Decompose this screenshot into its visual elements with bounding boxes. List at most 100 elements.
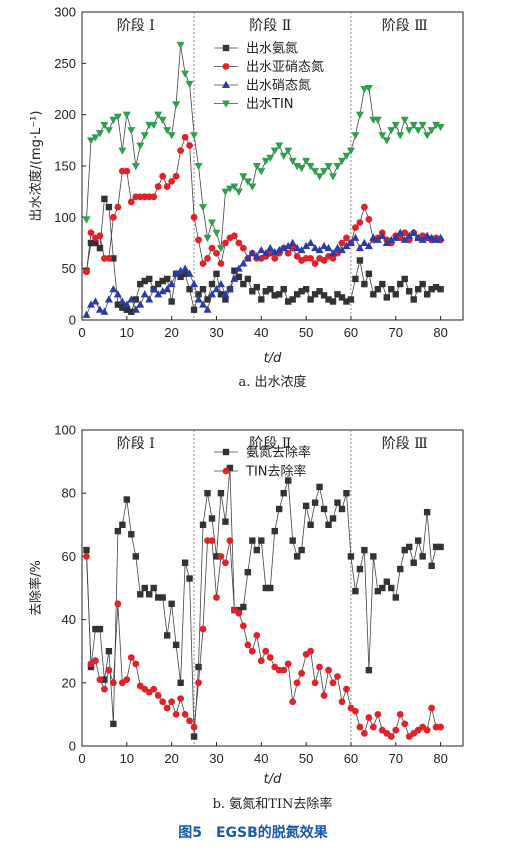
data-point: [203, 305, 212, 313]
data-point: [114, 301, 122, 308]
data-point: [428, 562, 435, 570]
data-point: [105, 648, 113, 655]
data-point: [414, 127, 423, 135]
data-point: [194, 163, 203, 171]
subplot-caption: b. 氨氮和TIN去除率: [213, 796, 333, 812]
data-point: [437, 723, 444, 731]
data-point: [400, 235, 409, 243]
data-point: [275, 142, 284, 150]
data-point: [338, 294, 346, 301]
data-point: [293, 163, 302, 171]
data-point: [92, 657, 99, 665]
data-point: [127, 127, 136, 135]
data-point: [346, 238, 355, 246]
data-point: [149, 285, 158, 293]
data-point: [388, 584, 395, 592]
legend-marker: [222, 448, 230, 456]
x-tick-label: 40: [254, 325, 268, 340]
data-point: [361, 280, 368, 288]
data-point: [352, 587, 359, 595]
stage-label: 阶段 Ⅱ: [249, 436, 291, 452]
data-point: [123, 306, 131, 313]
data-point: [131, 305, 140, 313]
data-point: [374, 587, 382, 595]
data-point: [109, 213, 117, 221]
data-point: [360, 203, 368, 211]
data-point: [91, 297, 100, 305]
data-point: [100, 121, 109, 130]
data-point: [270, 248, 279, 256]
data-point: [159, 698, 167, 706]
data-point: [181, 270, 189, 277]
data-point: [207, 219, 216, 227]
stage-label: 阶段 Ⅰ: [117, 436, 155, 452]
data-point: [154, 692, 162, 699]
data-point: [419, 280, 426, 288]
data-point: [337, 245, 346, 254]
data-point: [154, 183, 162, 190]
data-point: [311, 291, 319, 298]
data-point: [379, 584, 386, 592]
data-point: [96, 232, 104, 240]
legend-label: 出水亚硝态氮: [246, 60, 324, 75]
data-point: [307, 647, 314, 655]
data-point: [279, 152, 288, 160]
data-point: [213, 553, 220, 560]
series-2: [83, 537, 444, 740]
data-point: [123, 676, 131, 684]
data-point: [150, 584, 157, 592]
data-point: [267, 286, 274, 293]
data-point: [195, 291, 202, 298]
data-point: [432, 543, 440, 551]
data-point: [355, 243, 364, 252]
data-point: [343, 685, 350, 693]
data-point: [110, 720, 117, 728]
data-point: [370, 291, 377, 298]
data-point: [96, 625, 104, 633]
x-tick-label: 70: [389, 325, 403, 340]
data-point: [240, 603, 247, 611]
data-point: [176, 41, 185, 50]
data-point: [355, 111, 364, 119]
x-tick-label: 40: [254, 751, 268, 766]
data-point: [364, 241, 373, 250]
data-point: [123, 167, 131, 175]
data-point: [244, 275, 252, 283]
data-point: [158, 287, 167, 295]
data-point: [113, 113, 122, 121]
data-point: [244, 569, 252, 576]
data-point: [311, 168, 320, 176]
data-point: [137, 280, 144, 288]
y-tick-label: 40: [62, 612, 76, 627]
data-point: [186, 286, 193, 293]
data-point: [104, 295, 113, 303]
data-point: [320, 241, 329, 250]
data-point: [423, 132, 432, 140]
data-point: [346, 147, 355, 155]
data-point: [334, 291, 341, 298]
data-point: [243, 178, 252, 186]
x-tick-label: 60: [344, 751, 358, 766]
data-point: [397, 565, 404, 573]
series-3: [82, 228, 445, 318]
data-point: [230, 274, 239, 282]
legend-marker: [222, 63, 230, 70]
data-point: [190, 733, 198, 740]
data-point: [343, 234, 350, 242]
data-point: [104, 127, 113, 135]
data-point: [217, 291, 225, 298]
data-point: [128, 531, 135, 538]
legend-label: 氨氮去除率: [246, 445, 311, 461]
data-point: [203, 234, 212, 243]
data-point: [369, 723, 377, 731]
data-point: [419, 553, 426, 560]
data-point: [369, 233, 378, 241]
y-tick-label: 80: [62, 486, 76, 501]
data-point: [181, 70, 190, 78]
data-point: [195, 236, 202, 244]
data-point: [329, 515, 337, 522]
data-point: [284, 298, 292, 305]
data-point: [181, 711, 189, 718]
data-point: [127, 295, 136, 303]
data-point: [293, 252, 301, 260]
